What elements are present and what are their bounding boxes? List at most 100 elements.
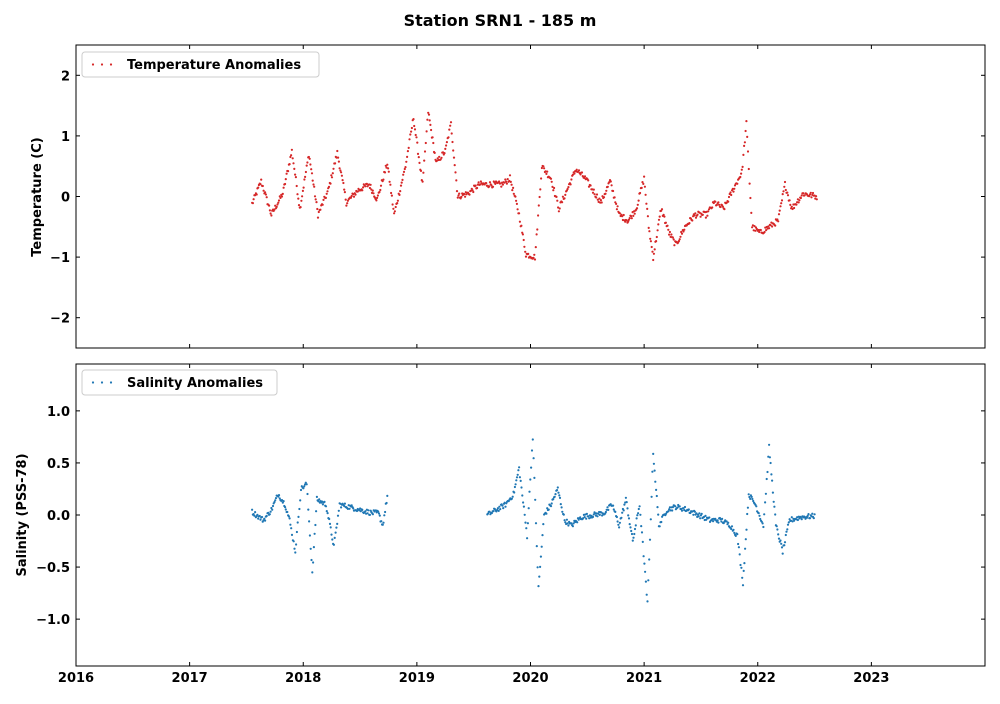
data-point xyxy=(432,141,435,145)
data-point xyxy=(304,175,307,178)
data-point xyxy=(514,483,517,486)
data-point xyxy=(285,172,288,175)
data-point xyxy=(407,146,410,149)
data-point xyxy=(406,155,409,158)
data-point xyxy=(308,520,311,523)
data-point xyxy=(696,513,700,516)
data-point xyxy=(638,505,641,508)
data-point xyxy=(642,182,645,185)
data-point xyxy=(492,510,495,513)
data-point xyxy=(423,150,427,153)
data-point xyxy=(284,508,287,511)
data-point xyxy=(299,488,303,492)
data-point xyxy=(262,189,265,192)
data-point xyxy=(424,141,427,145)
data-point xyxy=(490,511,493,515)
data-point xyxy=(635,207,639,210)
data-point xyxy=(468,193,471,196)
temperature-legend-label: Temperature Anomalies xyxy=(127,58,301,73)
data-point xyxy=(534,522,538,525)
data-point xyxy=(657,223,660,226)
temperature-legend: Temperature Anomalies xyxy=(81,51,320,78)
data-point xyxy=(542,165,545,168)
data-point xyxy=(515,199,518,202)
data-point xyxy=(260,515,264,519)
temperature-legend-marker xyxy=(91,63,95,66)
data-point xyxy=(704,216,708,219)
data-point xyxy=(598,197,601,200)
data-point xyxy=(538,195,541,199)
data-point xyxy=(310,168,313,171)
data-point xyxy=(615,202,618,205)
data-point xyxy=(337,156,340,159)
data-point xyxy=(723,208,726,211)
data-point xyxy=(747,167,750,171)
data-point xyxy=(615,208,619,211)
data-point xyxy=(777,533,780,536)
data-point xyxy=(296,193,299,196)
data-point xyxy=(528,490,531,493)
data-point xyxy=(305,483,308,486)
data-point xyxy=(511,186,515,189)
data-point xyxy=(490,184,493,187)
data-point xyxy=(524,521,527,524)
data-point xyxy=(316,216,320,219)
data-point xyxy=(377,510,380,513)
data-point xyxy=(618,212,622,215)
data-point xyxy=(748,495,751,499)
data-point xyxy=(263,517,266,520)
data-point xyxy=(759,228,762,232)
data-point xyxy=(582,517,585,520)
data-point xyxy=(770,473,773,476)
data-point xyxy=(650,495,653,498)
data-point xyxy=(346,202,349,205)
data-point xyxy=(660,520,663,524)
data-point xyxy=(573,172,576,175)
data-point xyxy=(811,512,814,515)
data-point xyxy=(430,128,433,132)
data-point xyxy=(637,512,640,515)
data-point xyxy=(536,228,539,231)
data-point xyxy=(289,523,292,526)
data-point xyxy=(541,534,544,537)
data-point xyxy=(386,494,389,497)
data-point xyxy=(689,511,692,515)
y-tick-label: −1.0 xyxy=(36,613,70,628)
data-point xyxy=(418,161,421,164)
data-point xyxy=(315,495,318,498)
data-point xyxy=(309,547,312,550)
data-point xyxy=(768,443,771,446)
data-point xyxy=(416,152,420,155)
data-point xyxy=(602,196,606,199)
data-point xyxy=(630,529,633,533)
data-point xyxy=(605,508,608,511)
temperature-legend-marker xyxy=(109,63,113,66)
data-point xyxy=(276,203,279,206)
data-point xyxy=(290,533,294,537)
data-point xyxy=(743,562,746,565)
data-point xyxy=(757,511,760,515)
y-tick-label: −1 xyxy=(50,251,70,266)
data-point xyxy=(591,515,595,519)
data-point xyxy=(557,210,561,213)
data-point xyxy=(746,512,749,516)
data-point xyxy=(546,507,549,510)
temperature-points xyxy=(251,111,818,262)
data-point xyxy=(307,155,310,159)
data-point xyxy=(549,505,553,508)
data-point xyxy=(635,517,638,520)
data-point xyxy=(390,194,393,197)
data-point xyxy=(653,248,656,251)
data-point xyxy=(754,229,757,232)
data-point xyxy=(566,522,569,525)
data-point xyxy=(287,170,290,173)
data-point xyxy=(540,166,544,170)
data-point xyxy=(649,237,652,240)
data-point xyxy=(721,205,725,208)
data-point xyxy=(277,494,281,497)
data-point xyxy=(781,552,784,555)
data-point xyxy=(776,218,779,221)
data-point xyxy=(279,196,282,199)
data-point xyxy=(362,186,365,189)
data-point xyxy=(605,189,608,192)
